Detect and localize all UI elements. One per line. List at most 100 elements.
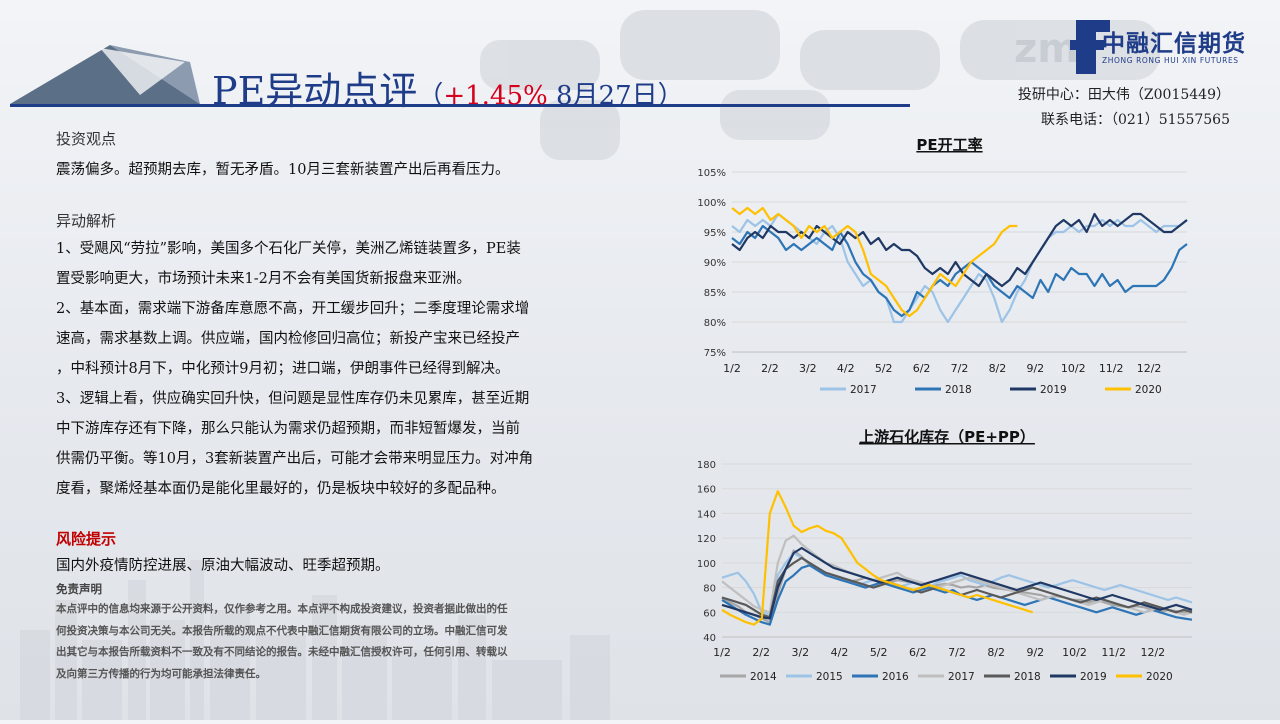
x-tick-label: 6/2: [909, 646, 927, 659]
series-line-2020: [721, 490, 1034, 626]
series-line-2016: [721, 564, 1193, 626]
series-line-2018: [731, 224, 1188, 318]
legend-label-2019: 2019: [1080, 671, 1107, 683]
y-tick-label: 140: [697, 509, 716, 520]
legend-label-2015: 2015: [816, 671, 843, 683]
y-tick-label: 75%: [704, 348, 726, 359]
y-tick-label: 60: [703, 608, 716, 619]
x-tick-label: 1/2: [713, 646, 731, 659]
disclaimer-line: 本点评中的信息均来源于公开资料，仅作参考之用。本点评不构成投资建议，投资者据此做…: [56, 603, 508, 615]
x-tick-label: 12/2: [1140, 646, 1165, 659]
y-tick-label: 105%: [697, 168, 726, 179]
analysis-line: 3、逻辑上看，供应确实回升快，但问题是显性库存仍未见累库，甚至近期: [56, 391, 530, 407]
x-tick-label: 8/2: [989, 362, 1007, 375]
legend-label-2020: 2020: [1146, 671, 1173, 683]
disclaimer-line: 何投资决策与本公司无关。本报告所载的观点不代表中融汇信期货有限公司的立场。中融汇…: [56, 624, 508, 637]
series-line-2019: [731, 212, 1188, 288]
y-tick-label: 180: [697, 460, 716, 471]
analysis-line: 1、受飓风“劳拉”影响，美国多个石化厂关停，美洲乙烯链装置多，PE装: [56, 241, 521, 257]
series-line-2020: [731, 206, 1018, 318]
legend-label-2018: 2018: [945, 384, 972, 396]
disclaimer-heading: 免责声明: [56, 582, 102, 596]
x-tick-label: 8/2: [987, 646, 1005, 659]
contact-analyst: 投研中心：田大伟（Z0015449）: [1017, 87, 1230, 103]
x-tick-label: 9/2: [1026, 362, 1044, 375]
y-tick-label: 95%: [704, 228, 726, 239]
legend-label-2020: 2020: [1135, 384, 1162, 396]
analysis-line: 中下游库存还有下降，那么只能认为需求仍超预期，而非短暂爆发，当前: [56, 421, 520, 437]
x-tick-label: 2/2: [752, 646, 770, 659]
series-line-2019: [721, 546, 1193, 620]
y-tick-label: 100%: [697, 198, 726, 209]
view-heading: 投资观点: [56, 130, 117, 148]
y-tick-label: 80: [703, 584, 716, 595]
legend-label-2016: 2016: [882, 671, 909, 683]
chart-title: 上游石化库存（PE+PP）: [859, 428, 1035, 446]
pe-operating-rate-svg: PE开工率 75% 80% 85% 90% 95% 100% 105% 1/2 2/2 3/2 4/2…: [697, 136, 1188, 396]
contact-info: 投研中心：田大伟（Z0015449） 联系电话：（021）51557565: [990, 83, 1230, 133]
x-tick-label: 7/2: [948, 646, 966, 659]
title-date: 8月27日）: [547, 81, 684, 111]
logo-cn-text: 中融汇信期货: [1102, 31, 1246, 57]
svg-text:zm: zm: [1014, 26, 1079, 72]
x-tick-label: 12/2: [1137, 362, 1162, 375]
x-tick-label: 5/2: [870, 646, 888, 659]
header-rule: [10, 104, 910, 107]
page-title: PE异动点评（+1.45% 8月27日）: [212, 60, 684, 115]
risk-text: 国内外疫情防控进展、原油大幅波动、旺季超预期。: [56, 558, 390, 574]
analysis-line: 度看，聚烯烃基本面仍是能化里最好的，仍是板块中较好的多配品种。: [56, 481, 506, 497]
disclaimer-body: 本点评中的信息均来源于公开资料，仅作参考之用。本点评不构成投资建议，投资者据此做…: [56, 599, 626, 685]
series-line-2015: [721, 551, 1193, 616]
legend-label-2017: 2017: [948, 671, 975, 683]
inventory-chart: 上游石化库存（PE+PP） 40 60 80 100 120 140 160 180 1/2 2/2…: [690, 420, 1210, 720]
analysis-line: 速高，需求基数上调。供应端，国内检修回归高位；新投产宝来已经投产: [56, 331, 520, 347]
x-tick-label: 11/2: [1101, 646, 1126, 659]
x-tick-label: 4/2: [831, 646, 849, 659]
analysis-heading: 异动解析: [56, 212, 117, 230]
disclaimer-line: 出其它与本报告所载资料不一致及有不同结论的报告。未经中融汇信授权许可，任何引用、…: [56, 646, 508, 658]
y-tick-label: 100: [697, 559, 716, 570]
report-content: 投资观点 震荡偏多。超预期去库，暂无矛盾。10月三套新装置产出后再看压力。 异动…: [56, 128, 626, 685]
x-tick-label: 3/2: [791, 646, 809, 659]
city-skyline-decoration: [20, 560, 610, 720]
y-tick-label: 160: [697, 485, 716, 496]
x-tick-label: 5/2: [875, 362, 893, 375]
logo-en-text: ZHONG RONG HUI XIN FUTURES: [1102, 56, 1239, 65]
x-tick-label: 7/2: [951, 362, 969, 375]
series-line-2014: [721, 549, 1193, 624]
header-triangle-decoration: [10, 45, 200, 104]
pe-operating-rate-chart: PE开工率 75% 80% 85% 90% 95% 100% 105% 1/2 2/2 3/2 4/2…: [690, 128, 1210, 413]
title-change: +1.45%: [443, 81, 548, 111]
risk-heading: 风险提示: [56, 530, 117, 548]
analysis-line: 供需仍平衡。等10月，3套新装置产出后，可能才会带来明显压力。对冲角: [56, 451, 534, 467]
y-tick-label: 40: [703, 633, 716, 644]
x-tick-label: 9/2: [1026, 646, 1044, 659]
x-tick-label: 4/2: [837, 362, 855, 375]
inventory-svg: 上游石化库存（PE+PP） 40 60 80 100 120 140 160 180 1/2 2/2…: [697, 428, 1193, 683]
legend-label-2018: 2018: [1014, 671, 1041, 683]
analysis-line: 2、基本面，需求端下游备库意愿不高，开工缓步回升；二季度理论需求增: [56, 301, 530, 317]
title-main: PE异动点评: [212, 69, 418, 113]
view-text: 震荡偏多。超预期去库，暂无矛盾。10月三套新装置产出后再看压力。: [56, 162, 510, 178]
legend-label-2019: 2019: [1040, 384, 1067, 396]
x-tick-label: 3/2: [799, 362, 817, 375]
company-logo: zm: [1014, 20, 1110, 74]
x-tick-label: 2/2: [761, 362, 779, 375]
chart-title: PE开工率: [916, 136, 982, 154]
x-tick-label: 10/2: [1061, 362, 1086, 375]
legend-label-2014: 2014: [750, 671, 777, 683]
analysis-line: 置受影响更大，市场预计未来1-2月不会有美国货新报盘来亚洲。: [56, 271, 471, 287]
analysis-line: ，中科预计8月下，中化预计9月初；进口端，伊朗事件已经得到解决。: [56, 361, 510, 377]
disclaimer-line: 及向第三方传播的行为均可能承担法律责任。: [56, 667, 266, 680]
x-tick-label: 1/2: [723, 362, 741, 375]
y-tick-label: 85%: [704, 288, 726, 299]
legend-label-2017: 2017: [850, 384, 877, 396]
y-tick-label: 120: [697, 534, 716, 545]
y-tick-label: 80%: [704, 318, 726, 329]
title-open-paren: （: [417, 81, 444, 111]
y-tick-label: 90%: [704, 258, 726, 269]
world-map-background: [480, 10, 1160, 160]
x-tick-label: 6/2: [913, 362, 931, 375]
x-tick-label: 11/2: [1099, 362, 1124, 375]
contact-phone: 联系电话：（021）51557565: [1041, 112, 1230, 128]
